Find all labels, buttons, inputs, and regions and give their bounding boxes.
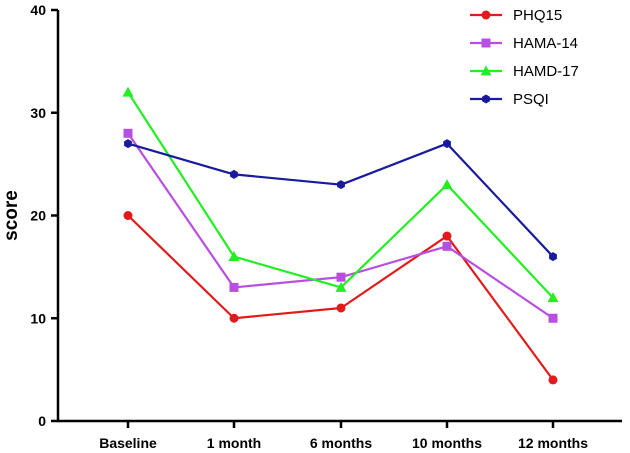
legend-marker: [482, 94, 490, 104]
data-point: [548, 375, 558, 385]
y-tick-label: 0: [38, 413, 46, 429]
legend-label: PHQ15: [513, 7, 562, 24]
data-point: [228, 251, 240, 261]
data-point: [124, 139, 132, 149]
legend-item: PHQ15: [470, 7, 562, 24]
data-point: [230, 169, 238, 179]
data-point: [548, 313, 558, 323]
series-layer: [122, 86, 559, 385]
legend-marker: [481, 10, 491, 20]
y-tick-label: 10: [30, 310, 46, 326]
x-tick-label: 1 month: [207, 435, 261, 451]
legend: PHQ15 HAMA-14 HAMD-17 PSQI: [470, 7, 579, 108]
y-tick-label: 30: [30, 105, 46, 121]
data-point: [549, 252, 557, 262]
legend-item: PSQI: [470, 91, 549, 108]
series-phq15: [123, 211, 558, 385]
series-line: [127, 91, 554, 299]
x-tick-label: 6 months: [310, 435, 372, 451]
x-tick-label: 10 months: [412, 435, 482, 451]
legend-marker: [481, 38, 491, 48]
legend-marker: [480, 65, 492, 76]
y-axis-label: score: [1, 190, 22, 241]
data-point: [441, 179, 453, 190]
data-point: [123, 211, 133, 220]
legend-label: PSQI: [513, 91, 549, 108]
y-tick-label: 20: [30, 208, 46, 224]
data-point: [337, 180, 345, 190]
data-point: [335, 281, 347, 292]
series-hama-14: [123, 128, 558, 323]
data-point: [442, 241, 452, 251]
legend-item: HAMA-14: [470, 35, 578, 52]
data-point: [336, 272, 346, 282]
x-tick-label: 12 months: [518, 435, 588, 451]
axes: 0 10 20 30 40 Baseline 1 month 6 months 10 month…: [30, 2, 622, 451]
legend-label: HAMA-14: [513, 35, 578, 52]
data-point: [229, 282, 239, 292]
legend-label: HAMD-17: [513, 63, 579, 80]
data-point: [547, 292, 559, 303]
data-point: [123, 128, 133, 138]
data-point: [229, 313, 239, 323]
x-tick-label: Baseline: [99, 435, 157, 451]
legend-item: HAMD-17: [470, 63, 579, 80]
data-point: [336, 303, 346, 313]
y-tick-label: 40: [30, 2, 46, 18]
data-point: [442, 231, 452, 241]
data-point: [443, 139, 451, 149]
series-psqi: [124, 139, 557, 262]
data-point: [122, 86, 134, 97]
series-line: [127, 142, 554, 258]
series-line: [127, 214, 554, 381]
series-hamd-17: [122, 86, 559, 303]
